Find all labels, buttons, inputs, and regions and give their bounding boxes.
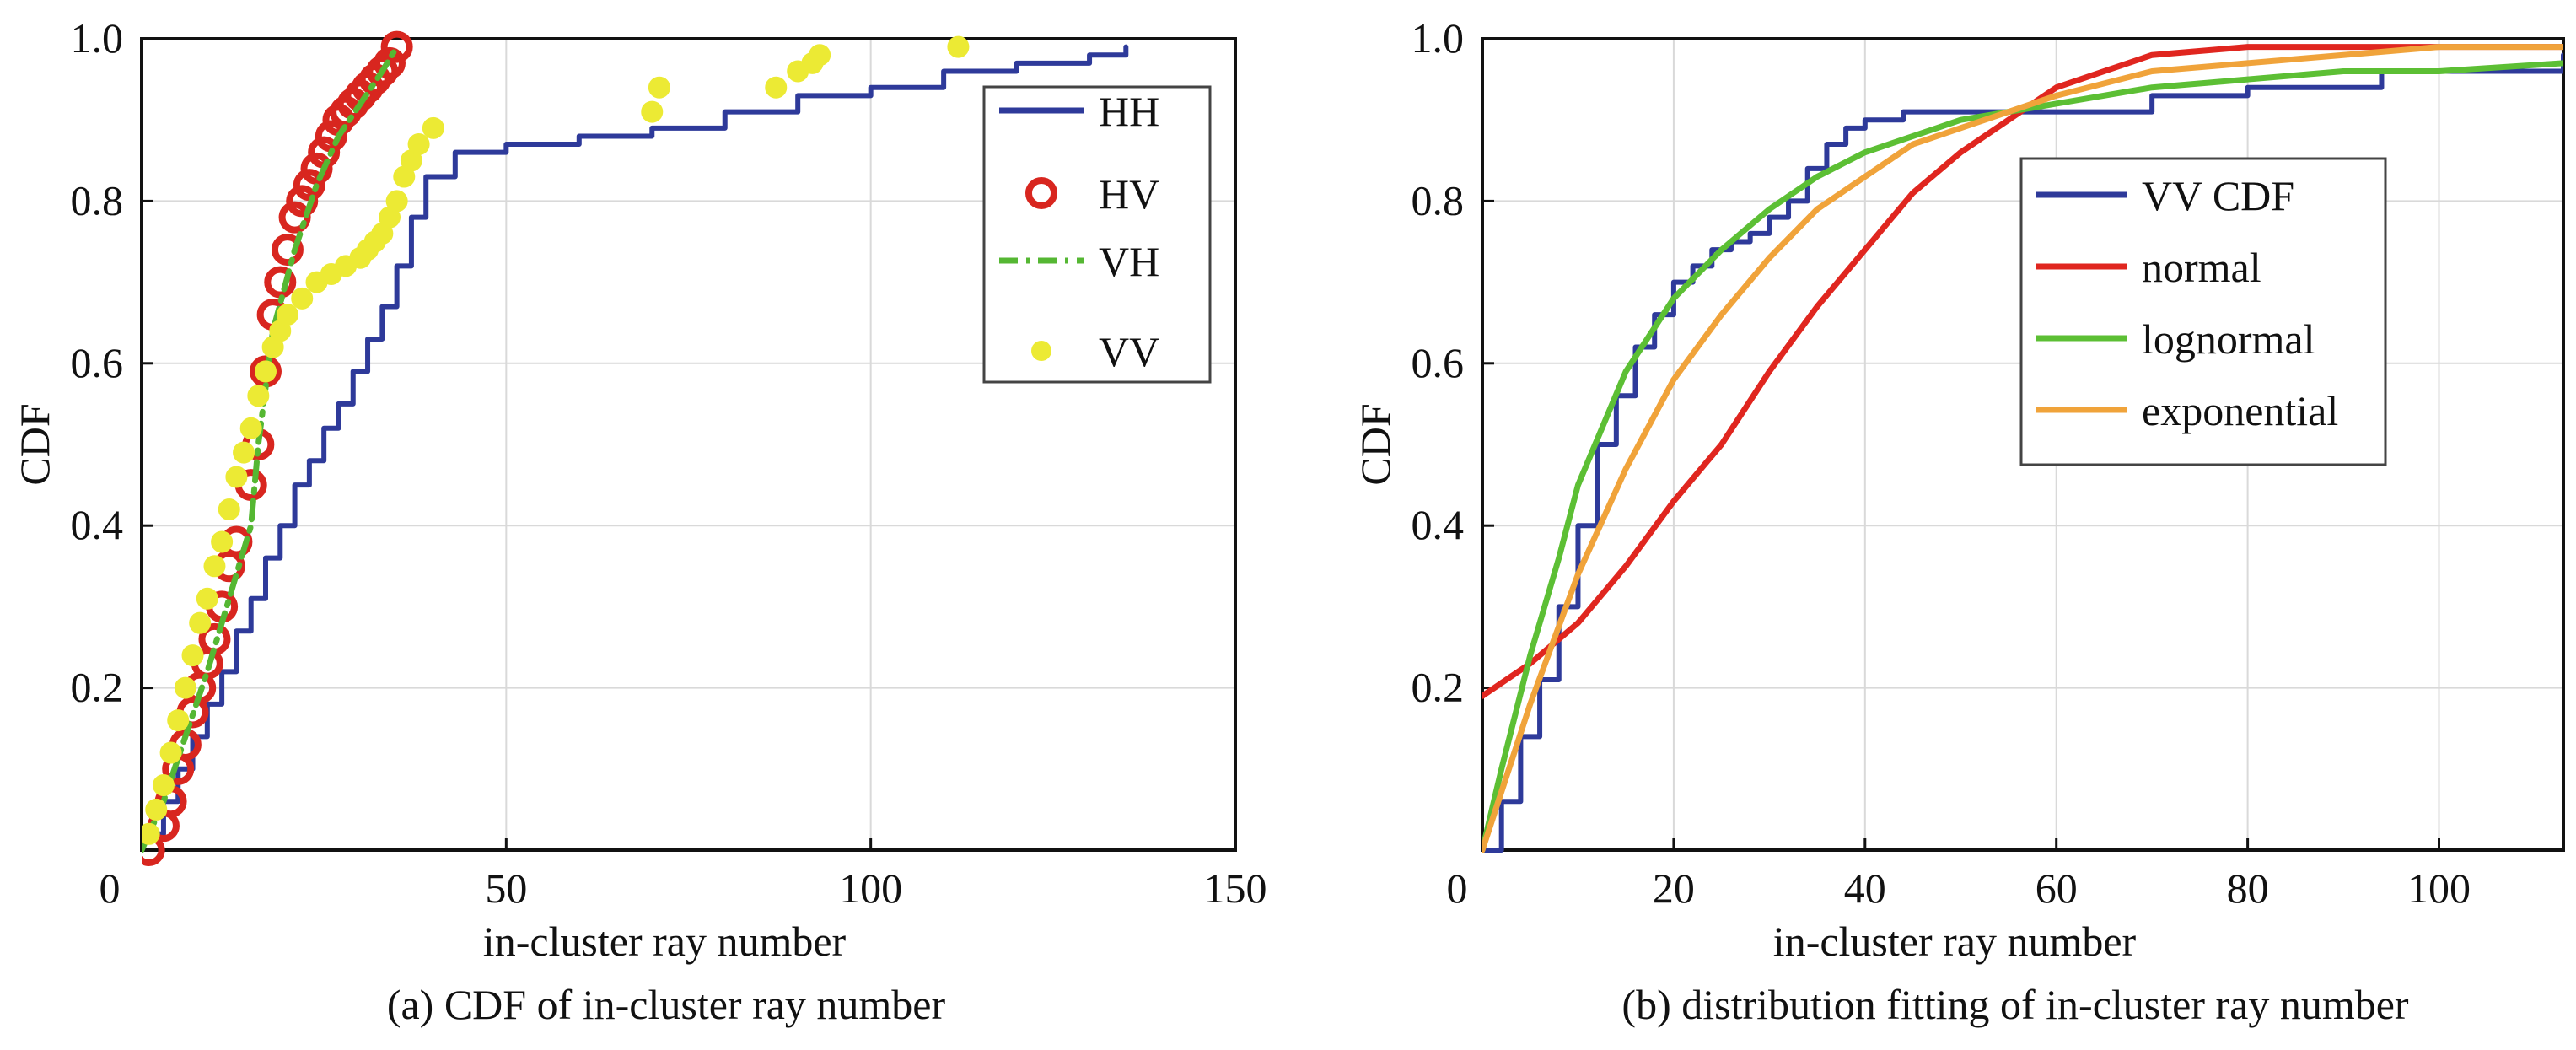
- x-tick-label: 50: [485, 864, 527, 912]
- y-tick-label: 1.0: [1412, 14, 1465, 62]
- data-point: [809, 44, 831, 67]
- legend-box: [2019, 157, 2387, 466]
- data-point: [233, 441, 255, 464]
- x-tick-label: 60: [2036, 864, 2078, 912]
- data-point: [254, 360, 277, 383]
- y-tick-label: 0.8: [71, 176, 124, 223]
- legend: VV CDF normal lognormal exponential: [2019, 157, 2387, 466]
- data-point: [300, 152, 333, 185]
- y-tick-label: 0.4: [1412, 501, 1465, 548]
- data-point: [239, 417, 262, 439]
- plot-frame: [1481, 37, 2565, 852]
- x-tick-label: 0: [1447, 864, 1468, 912]
- figure-caption: (a) CDF of in-cluster ray number: [387, 981, 946, 1028]
- chart-b: 0 20 40 60 80 100 0.2 0.4 0.6 0.8 1.0 in-cluster ra…: [1352, 14, 2565, 1028]
- data-point: [211, 530, 234, 553]
- data-point: [271, 234, 304, 267]
- data-point: [218, 498, 240, 520]
- data-point: [380, 30, 413, 63]
- x-tick-label: 100: [2407, 864, 2471, 912]
- x-tick-label: 20: [1653, 864, 1695, 912]
- data-point: [247, 385, 270, 407]
- data-point: [264, 266, 297, 299]
- data-point: [385, 190, 408, 213]
- y-tick-label: 1.0: [71, 14, 124, 62]
- data-point: [142, 822, 160, 845]
- series-line: [146, 44, 1129, 837]
- data-point: [947, 35, 970, 58]
- y-axis-label: CDF: [11, 403, 58, 485]
- y-tick-label: 0.6: [1412, 339, 1465, 386]
- data-point: [196, 587, 218, 610]
- x-tick-label: 150: [1204, 864, 1267, 912]
- x-axis-label: in-cluster ray number: [483, 918, 847, 965]
- series-line: [1482, 44, 2563, 853]
- plot-frame: [140, 37, 1237, 852]
- y-tick-label: 0.2: [71, 664, 124, 711]
- legend-label: VV CDF: [2142, 172, 2294, 219]
- x-tick-label: 100: [839, 864, 902, 912]
- legend-label: lognormal: [2142, 315, 2315, 363]
- data-point: [174, 676, 196, 699]
- legend-label: VV: [1099, 328, 1159, 375]
- legend-label: HV: [1099, 170, 1159, 218]
- series-layer: [1482, 44, 2563, 853]
- y-tick-label: 0.8: [1412, 176, 1465, 223]
- data-point: [373, 46, 406, 79]
- data-point: [225, 466, 248, 488]
- y-tick-label: 0.6: [71, 339, 124, 386]
- legend-swatch: [1025, 177, 1057, 209]
- data-point: [152, 774, 175, 797]
- legend-label: VH: [1099, 238, 1159, 285]
- data-point: [648, 76, 670, 99]
- data-point: [181, 644, 204, 667]
- legend-label: normal: [2142, 244, 2261, 291]
- data-point: [203, 555, 226, 578]
- x-tick-label: 80: [2227, 864, 2269, 912]
- legend-label: HH: [1099, 88, 1159, 135]
- data-point: [167, 709, 190, 732]
- chart-a: 0 50 100 150 0.2 0.4 0.6 0.8 1.0 in-cluster ray n…: [11, 14, 1267, 1028]
- data-point: [145, 798, 168, 821]
- data-point: [291, 287, 314, 310]
- data-point: [276, 304, 298, 326]
- x-axis-label: in-cluster ray number: [1773, 918, 2137, 965]
- y-tick-label: 0.2: [1412, 664, 1465, 711]
- series-line: [1482, 60, 2563, 853]
- legend-label: exponential: [2142, 387, 2338, 434]
- data-point: [407, 133, 430, 156]
- legend-swatch: [1031, 341, 1051, 361]
- series-layer: [142, 30, 1129, 866]
- series-line: [1482, 44, 2563, 699]
- x-tick-label: 40: [1844, 864, 1886, 912]
- x-tick-label: 0: [99, 864, 121, 912]
- data-point: [641, 100, 664, 123]
- legend: HH HV VH VV: [982, 85, 1212, 384]
- data-point: [159, 741, 182, 764]
- y-axis-label: CDF: [1352, 403, 1399, 485]
- data-point: [422, 116, 444, 139]
- figure-caption: (b) distribution fitting of in-cluster r…: [1621, 981, 2408, 1028]
- y-tick-label: 0.4: [71, 501, 124, 548]
- data-point: [189, 611, 212, 634]
- data-point: [286, 185, 319, 218]
- legend-box: [982, 85, 1212, 384]
- data-point: [765, 76, 788, 99]
